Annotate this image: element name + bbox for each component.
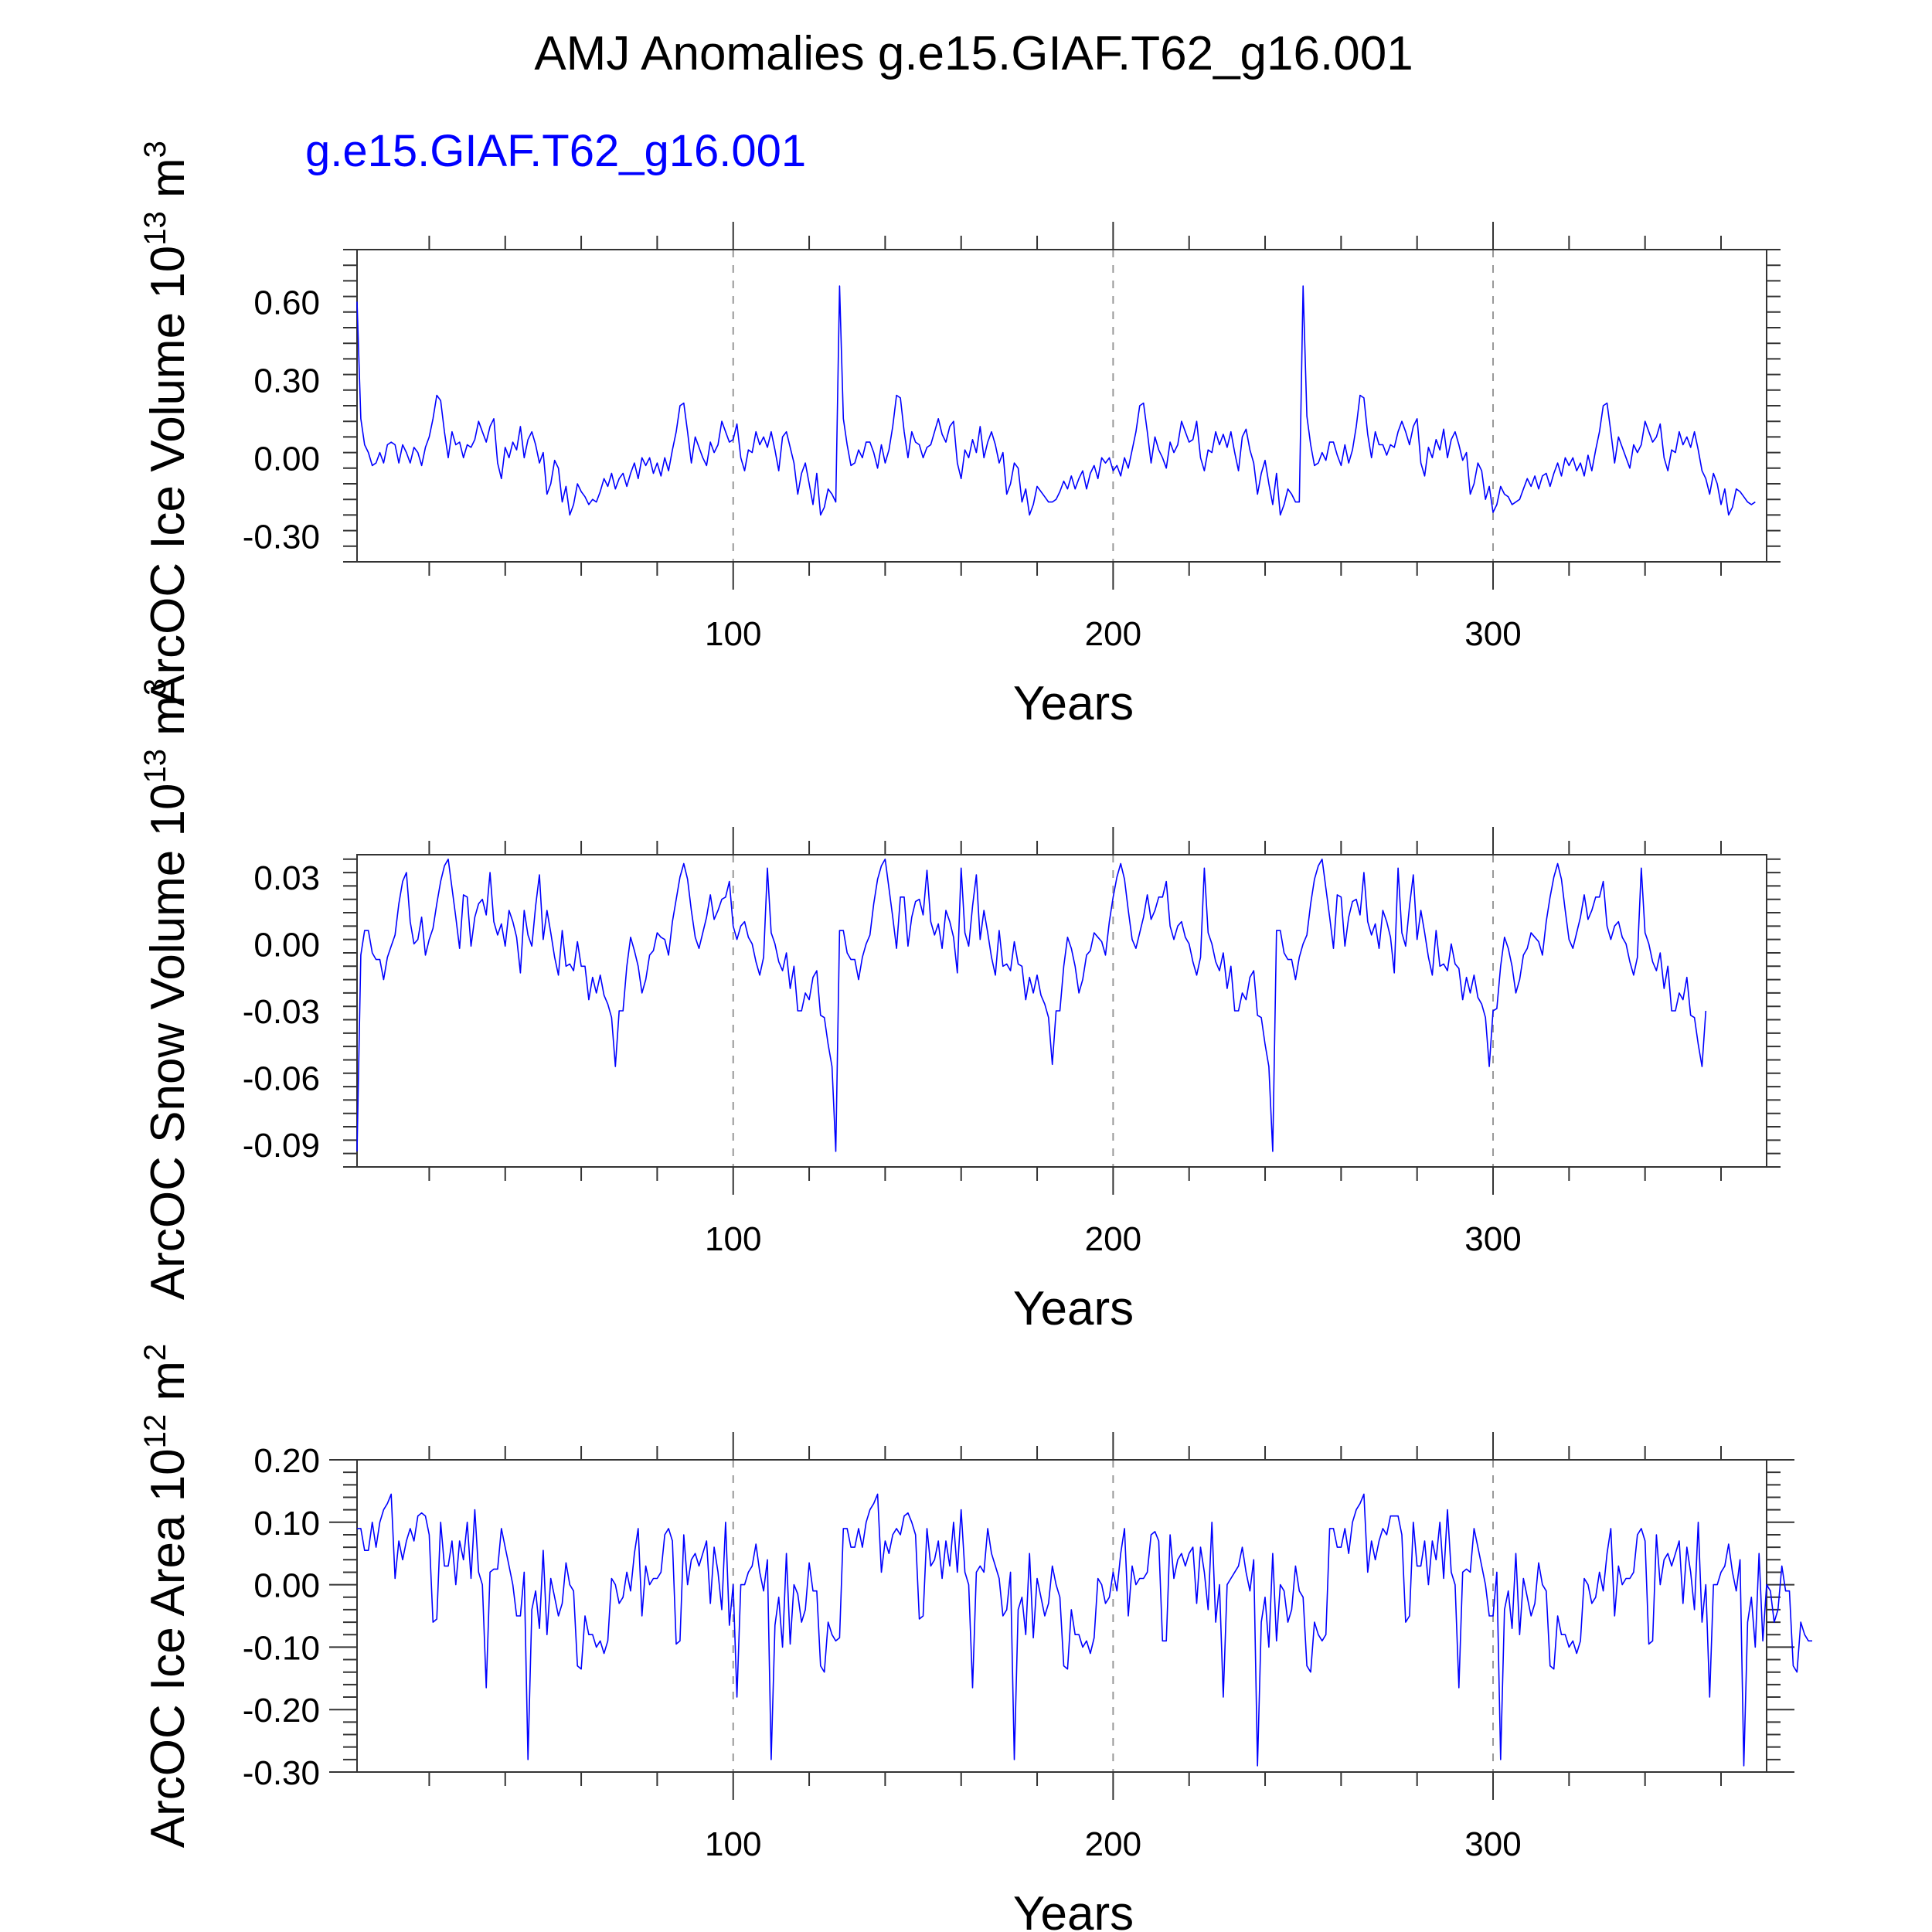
y-axis-label-part: ArcOC Ice Area 10	[141, 1448, 195, 1848]
y-axis-label-superscript: 13	[138, 749, 172, 784]
y-tick-label: 0.60	[253, 284, 320, 321]
y-tick-label: 0.10	[253, 1505, 320, 1543]
chart-panels: 0.60 0.30 0.00 -0.30 100 200 300 Years ArcOC Ice…	[138, 141, 1812, 1932]
x-tick-label: 300	[1464, 1220, 1521, 1258]
y-tick-label: 0.00	[253, 1567, 320, 1605]
y-axis-label-part: ArcOC Snow Volume 10	[141, 784, 195, 1301]
x-axis-label: Years	[1013, 677, 1134, 730]
y-axis-label-superscript: 12	[138, 1414, 172, 1449]
x-tick-label: 100	[705, 1220, 761, 1258]
plot-frame	[356, 249, 1767, 563]
panel-ice-volume: 0.60 0.30 0.00 -0.30 100 200 300 Years ArcOC Ice…	[138, 141, 1781, 730]
series-line-snow-volume	[356, 859, 1707, 1152]
y-axis-label: ArcOC Snow Volume 1013 m3	[138, 679, 195, 1300]
y-axis-label-part: m	[141, 696, 195, 749]
y-tick-label: -0.09	[243, 1127, 320, 1165]
panel-ice-area: 0.20 0.10 0.00 -0.10 -0.20 -0.30 100 200 300 Year…	[138, 1344, 1812, 1932]
x-axis-label: Years	[1013, 1887, 1134, 1932]
y-axis-label: ArcOC Ice Volume 1013 m3	[138, 141, 195, 706]
y-tick-label: -0.06	[243, 1060, 320, 1098]
figure-title: AMJ Anomalies g.e15.GIAF.T62_g16.001	[534, 27, 1413, 80]
y-axis-label-superscript: 2	[138, 1344, 172, 1361]
panel-snow-volume: 0.03 0.00 -0.03 -0.06 -0.09 100 200 300 Years Arc…	[138, 679, 1781, 1335]
x-tick-label: 200	[1085, 615, 1141, 653]
y-axis-label-part: ArcOC Ice Volume 10	[141, 246, 195, 706]
x-tick-label: 200	[1085, 1220, 1141, 1258]
y-tick-label: -0.03	[243, 993, 320, 1031]
y-tick-label: 0.20	[253, 1442, 320, 1480]
series-line-ice-volume	[356, 285, 1756, 516]
x-axis-label: Years	[1013, 1282, 1134, 1335]
series-legend-label: g.e15.GIAF.T62_g16.001	[305, 126, 806, 176]
y-tick-label: 0.00	[253, 440, 320, 478]
y-axis-label-superscript: 3	[138, 679, 172, 696]
x-tick-label: 100	[705, 615, 761, 653]
y-tick-label: 0.00	[253, 926, 320, 964]
y-axis-label: ArcOC Ice Area 1012 m2	[138, 1344, 195, 1849]
x-tick-label: 100	[705, 1825, 761, 1863]
x-tick-label: 300	[1464, 615, 1521, 653]
x-tick-label: 300	[1464, 1825, 1521, 1863]
y-tick-label: -0.30	[243, 1754, 320, 1792]
y-tick-label: 0.30	[253, 362, 320, 400]
y-axis-label-superscript: 13	[138, 211, 172, 246]
y-axis-label-part: m	[141, 1361, 195, 1414]
y-axis-label-part: m	[141, 158, 195, 211]
series-line-ice-area	[357, 1493, 1812, 1767]
x-tick-label: 200	[1085, 1825, 1141, 1863]
y-tick-label: -0.30	[243, 518, 320, 556]
y-tick-label: -0.20	[243, 1692, 320, 1730]
plot-frame	[356, 1459, 1767, 1773]
y-tick-label: -0.10	[243, 1629, 320, 1667]
y-axis-label-superscript: 3	[138, 141, 172, 158]
y-tick-label: 0.03	[253, 859, 320, 897]
plot-frame	[356, 854, 1767, 1168]
